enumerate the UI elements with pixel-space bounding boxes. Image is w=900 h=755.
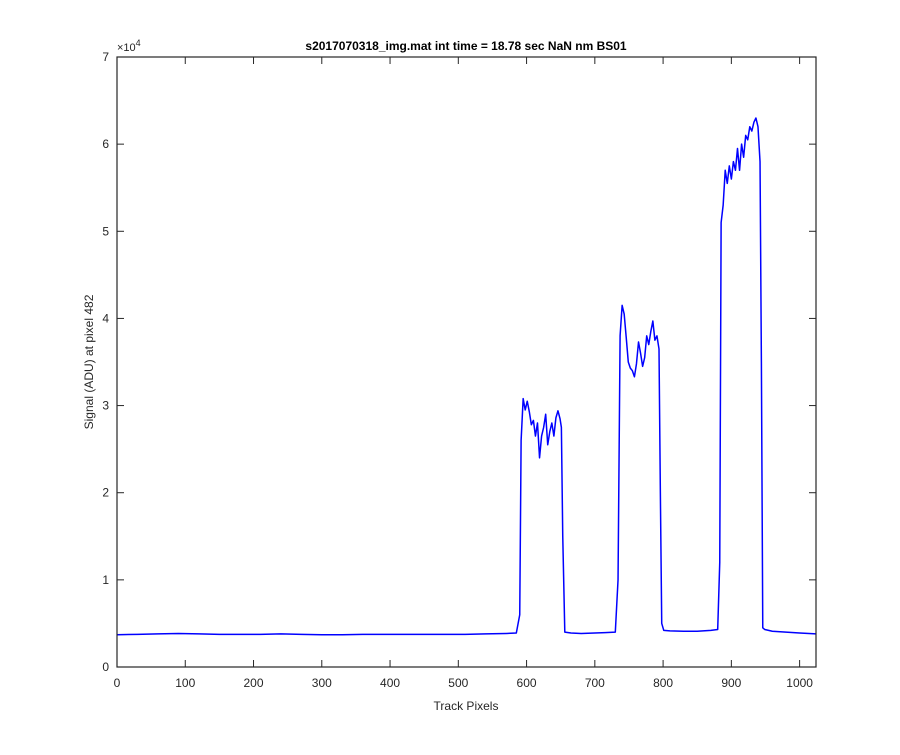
- y-exponent-base: ×10: [117, 42, 136, 54]
- x-tick-label: 700: [585, 676, 605, 690]
- y-tick-label: 2: [102, 486, 109, 500]
- axes-box: [116, 56, 817, 668]
- y-axis-label: Signal (ADU) at pixel 482: [82, 294, 96, 429]
- y-exponent-label: ×104: [117, 38, 141, 54]
- chart-title: s2017070318_img.mat int time = 18.78 sec…: [305, 39, 627, 53]
- x-tick-label: 100: [175, 676, 195, 690]
- y-tick-label: 0: [102, 660, 109, 674]
- x-tick-label: 400: [380, 676, 400, 690]
- y-tick-label: 5: [102, 224, 109, 238]
- axes-background: [117, 57, 816, 667]
- x-tick-label: 800: [653, 676, 673, 690]
- x-tick-label: 900: [721, 676, 741, 690]
- y-tick-label: 4: [102, 311, 109, 325]
- y-tick-label: 7: [102, 50, 109, 64]
- tick-label-layer: 0 100 200 300 400 500 600 700 800 900 1000 0 1 2 3 4 5 6 7: [102, 50, 813, 690]
- series-line-0: [116, 117, 817, 636]
- series-layer: [116, 117, 817, 636]
- y-tick-label: 6: [102, 137, 109, 151]
- y-tick-label: 1: [102, 573, 109, 587]
- x-tick-label: 600: [517, 676, 537, 690]
- x-tick-label: 200: [244, 676, 264, 690]
- y-tick-label: 3: [102, 399, 109, 413]
- y-exponent-power: 4: [136, 38, 141, 48]
- x-tick-label: 1000: [786, 676, 813, 690]
- x-tick-label: 0: [114, 676, 121, 690]
- x-tick-label: 500: [448, 676, 468, 690]
- x-tick-label: 300: [312, 676, 332, 690]
- x-axis-label: Track Pixels: [434, 699, 499, 713]
